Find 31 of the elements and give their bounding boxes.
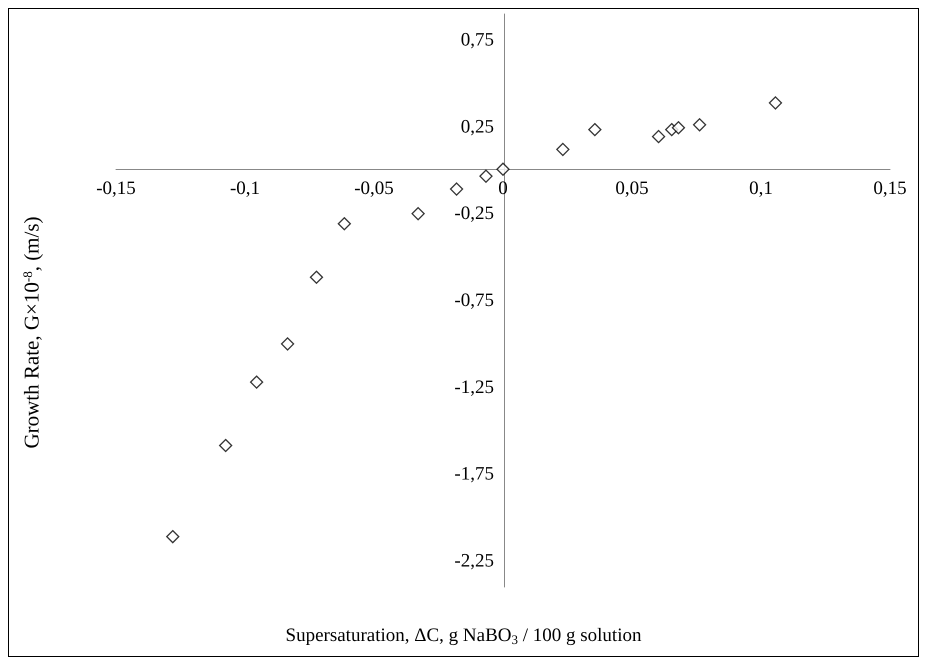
point	[166, 530, 180, 544]
y-tick-label: -0,75	[454, 290, 494, 311]
y-tick-label: -1,25	[454, 376, 494, 398]
point	[250, 375, 264, 389]
point	[652, 130, 666, 144]
x-tick-label: 0,15	[873, 178, 907, 199]
point	[672, 121, 686, 134]
point	[310, 270, 324, 284]
point	[338, 217, 351, 230]
point	[692, 118, 706, 132]
x-tick-label: -0,15	[96, 178, 136, 199]
point	[588, 122, 602, 136]
point	[411, 207, 425, 220]
point	[219, 438, 232, 452]
point	[280, 337, 294, 351]
point	[768, 96, 782, 110]
x-tick-label: 0,05	[615, 178, 649, 199]
y-tick-label: 0,25	[460, 116, 494, 138]
point	[450, 182, 464, 196]
x-tick-label: 0	[498, 178, 508, 199]
point	[496, 162, 510, 176]
y-tick-label: -2,25	[454, 550, 494, 572]
x-tick-label: -0,1	[230, 178, 260, 199]
point	[556, 142, 570, 156]
y-tick-label: 0,75	[460, 30, 494, 51]
y-tick-label: -1,75	[454, 464, 494, 485]
x-tick-label: 0,1	[749, 178, 773, 199]
point	[479, 170, 493, 183]
y-tick-label: -0,25	[454, 203, 494, 224]
x-tick-label: -0,05	[354, 178, 394, 199]
y-axis-title: Growth Rate, G×10-8, (m/s)	[20, 216, 44, 449]
